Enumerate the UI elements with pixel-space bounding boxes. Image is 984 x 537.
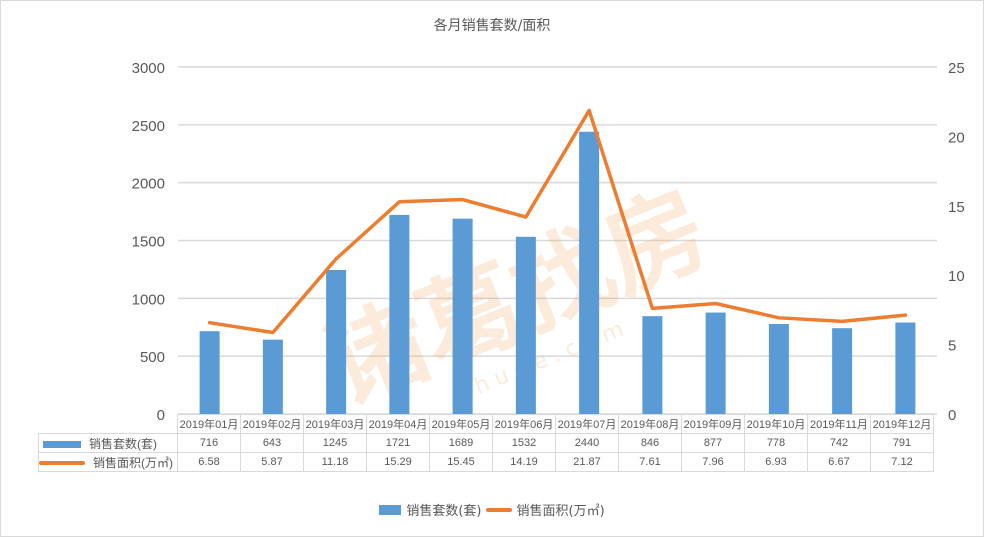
table-cell: 1245: [303, 433, 367, 453]
right-tick-label: 20: [948, 129, 965, 146]
table-cell: 778: [744, 433, 808, 453]
bar[interactable]: [326, 269, 347, 414]
table-cell: 716: [177, 433, 241, 453]
table-cell: 6.67: [807, 452, 871, 472]
table-cell: 2440: [555, 433, 619, 453]
table-header-cell: 2019年02月: [240, 414, 304, 434]
line-series: [207, 108, 908, 335]
table-cell: 791: [870, 433, 934, 453]
table-cell: 11.18: [303, 452, 367, 472]
table-cell: 1721: [366, 433, 430, 453]
line-swatch-icon: [485, 507, 512, 512]
line-key-icon: [39, 461, 85, 466]
left-tick-label: 3000: [132, 60, 165, 77]
right-tick-label: 25: [948, 60, 965, 77]
table-cell: 6.58: [177, 452, 241, 472]
table-cell: 7.12: [870, 452, 934, 472]
left-tick-label: 500: [140, 349, 165, 366]
table-header-cell: 2019年07月: [555, 414, 619, 434]
bar[interactable]: [768, 324, 789, 414]
right-tick-label: 5: [948, 338, 956, 355]
table-header-cell: 2019年04月: [366, 414, 430, 434]
bar-key-icon: [43, 440, 81, 448]
table-cell: 15.29: [366, 452, 430, 472]
table-header-cell: 2019年03月: [303, 414, 367, 434]
chart-title: 各月销售套数/面积: [433, 18, 551, 34]
row-label-text: 销售套数(套): [89, 436, 157, 451]
legend-item-bar[interactable]: 销售套数(套): [379, 500, 482, 519]
left-tick-label: 2000: [132, 176, 165, 193]
bar[interactable]: [199, 331, 220, 414]
table-header-cell: 2019年12月: [870, 414, 934, 434]
bar[interactable]: [579, 131, 600, 415]
table-cell: 6.93: [744, 452, 808, 472]
table-cell: 21.87: [555, 452, 619, 472]
legend-bar-label: 销售套数(套): [406, 504, 482, 519]
table-corner: [38, 414, 178, 434]
table-cell: 742: [807, 433, 871, 453]
table-cell: 14.19: [492, 452, 556, 472]
line-path[interactable]: [207, 108, 908, 335]
right-tick-label: 10: [948, 268, 965, 285]
table-header-cell: 2019年11月: [807, 414, 871, 434]
table-row-label: 销售面积(万㎡): [38, 452, 178, 472]
table-cell: 643: [240, 433, 304, 453]
right-axis: 0 5 10 15 20 25: [948, 60, 965, 424]
table-header-row: 2019年01月 2019年02月 2019年03月 2019年04月 2019年05月…: [38, 414, 934, 434]
table-row: 销售套数(套) 716 643 1245 1721 1689 1532 2440 846 877…: [38, 433, 934, 453]
right-tick-label: 15: [948, 199, 965, 216]
table-row-label: 销售套数(套): [38, 433, 178, 453]
bar[interactable]: [895, 322, 916, 414]
left-tick-label: 1000: [132, 291, 165, 308]
bar-series: [199, 131, 916, 415]
table-header-cell: 2019年05月: [429, 414, 493, 434]
table-cell: 5.87: [240, 452, 304, 472]
table-header-cell: 2019年01月: [177, 414, 241, 434]
bar[interactable]: [515, 236, 536, 414]
table-cell: 7.61: [618, 452, 682, 472]
bar[interactable]: [705, 312, 726, 414]
chart-legend: 销售套数(套) 销售面积(万㎡): [0, 500, 984, 519]
table-header-cell: 2019年06月: [492, 414, 556, 434]
table-cell: 1532: [492, 433, 556, 453]
bar-swatch-icon: [379, 504, 402, 515]
data-table: 2019年01月 2019年02月 2019年03月 2019年04月 2019年05月…: [38, 414, 934, 472]
left-tick-label: 2500: [132, 118, 165, 135]
table-cell: 15.45: [429, 452, 493, 472]
table-row: 销售面积(万㎡) 6.58 5.87 11.18 15.29 15.45 14.19 21.…: [38, 452, 934, 472]
bar[interactable]: [389, 214, 410, 414]
table-cell: 7.96: [681, 452, 745, 472]
table-cell: 846: [618, 433, 682, 453]
table-header-cell: 2019年09月: [681, 414, 745, 434]
table-header-cell: 2019年08月: [618, 414, 682, 434]
table-cell: 877: [681, 433, 745, 453]
bar[interactable]: [262, 339, 283, 414]
bar[interactable]: [452, 218, 473, 414]
table-cell: 1689: [429, 433, 493, 453]
bar[interactable]: [642, 316, 663, 414]
legend-line-label: 销售面积(万㎡): [516, 504, 605, 519]
legend-item-line[interactable]: 销售面积(万㎡): [485, 500, 605, 519]
table-header-cell: 2019年10月: [744, 414, 808, 434]
row-label-text: 销售面积(万㎡): [93, 455, 173, 470]
left-tick-label: 1500: [132, 234, 165, 251]
bar[interactable]: [832, 328, 853, 414]
right-tick-label: 0: [948, 407, 956, 424]
